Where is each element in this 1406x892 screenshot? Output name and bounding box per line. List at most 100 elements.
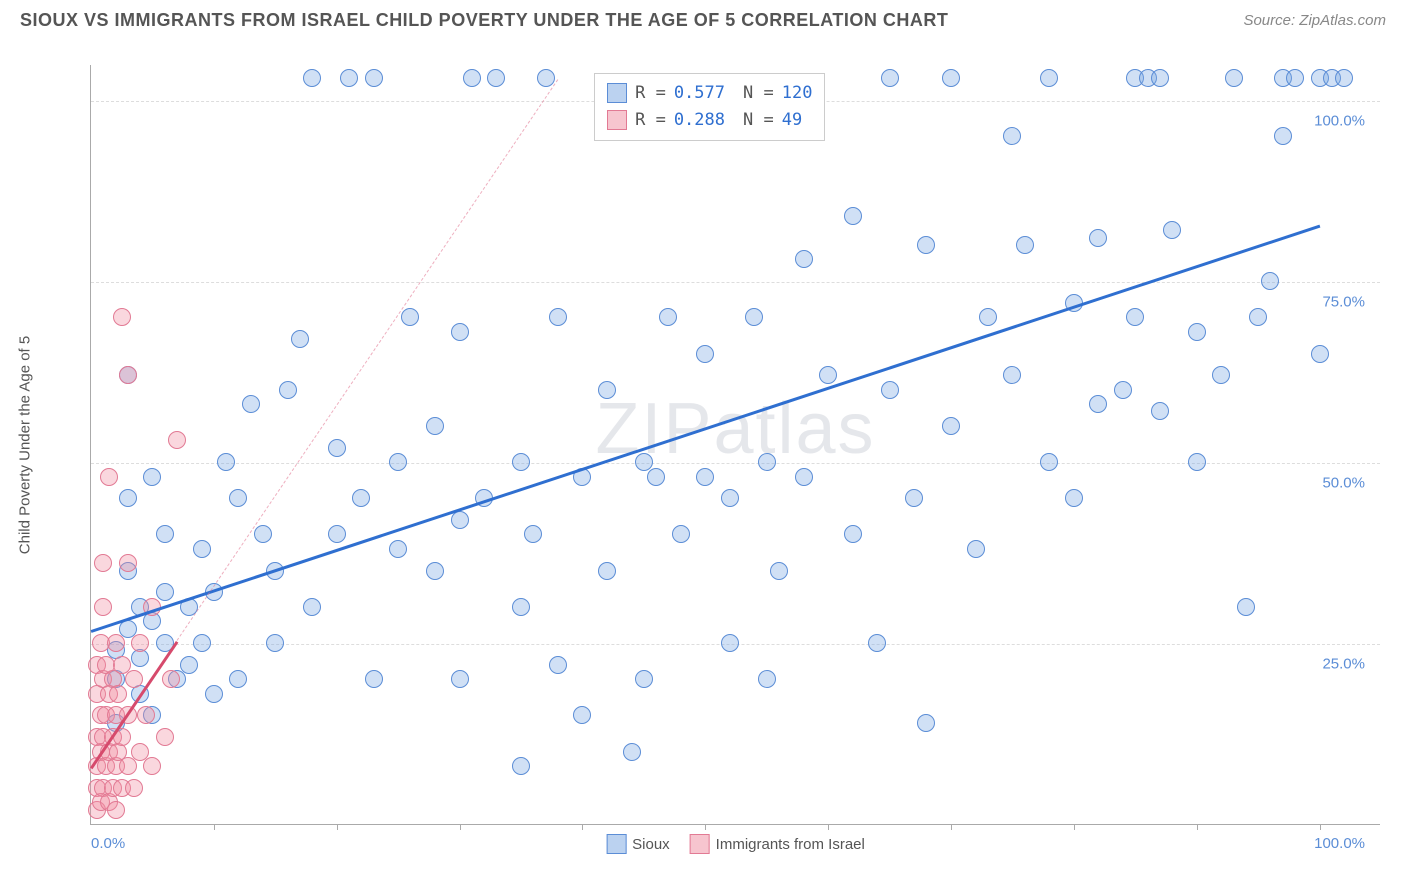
scatter-point [229,489,247,507]
scatter-point [131,634,149,652]
x-tick-mark [951,824,952,830]
scatter-point [1188,323,1206,341]
scatter-point [795,250,813,268]
x-tick-mark [828,824,829,830]
y-axis-label: Child Poverty Under the Age of 5 [17,336,34,554]
scatter-point [463,69,481,87]
x-tick-label-min: 0.0% [91,835,125,852]
scatter-point [451,511,469,529]
scatter-point [1188,453,1206,471]
scatter-point [451,670,469,688]
scatter-point [303,598,321,616]
series-swatch [607,83,627,103]
scatter-point [745,308,763,326]
scatter-point [1225,69,1243,87]
scatter-point [156,583,174,601]
scatter-point [512,757,530,775]
scatter-point [1089,229,1107,247]
scatter-point [303,69,321,87]
scatter-point [647,468,665,486]
scatter-point [917,714,935,732]
stat-n-label: N = [743,80,774,107]
legend-item: Sioux [606,834,670,854]
scatter-point [426,562,444,580]
scatter-point [143,757,161,775]
scatter-point [1151,402,1169,420]
scatter-point [94,554,112,572]
scatter-point [1114,381,1132,399]
scatter-point [291,330,309,348]
stats-row: R =0.577N =120 [607,80,812,107]
scatter-point [119,366,137,384]
scatter-point [537,69,555,87]
chart-container: Child Poverty Under the Age of 5 ZIPatla… [60,50,1390,840]
scatter-point [598,381,616,399]
scatter-point [819,366,837,384]
y-tick-label: 50.0% [1322,475,1365,492]
legend: SiouxImmigrants from Israel [606,834,865,854]
scatter-point [598,562,616,580]
scatter-point [795,468,813,486]
scatter-point [1163,221,1181,239]
scatter-point [696,468,714,486]
scatter-point [125,779,143,797]
scatter-point [328,439,346,457]
scatter-point [721,489,739,507]
scatter-point [696,345,714,363]
y-tick-label: 75.0% [1322,294,1365,311]
scatter-point [254,525,272,543]
scatter-point [1212,366,1230,384]
scatter-point [623,743,641,761]
scatter-point [162,670,180,688]
stat-r-value: 0.577 [674,80,725,107]
gridline-horizontal [91,463,1380,464]
x-tick-mark [1074,824,1075,830]
scatter-point [401,308,419,326]
y-tick-label: 25.0% [1322,656,1365,673]
scatter-point [672,525,690,543]
scatter-point [905,489,923,507]
scatter-point [549,656,567,674]
stats-row: R =0.288N = 49 [607,107,812,134]
scatter-point [193,634,211,652]
stat-n-label: N = [743,107,774,134]
scatter-point [979,308,997,326]
trend-line-dashed [177,80,559,642]
plot-area: ZIPatlas 25.0%50.0%75.0%100.0%0.0%100.0%… [90,65,1380,825]
scatter-point [758,670,776,688]
scatter-point [512,453,530,471]
stat-r-label: R = [635,80,666,107]
scatter-point [1286,69,1304,87]
scatter-point [1040,69,1058,87]
scatter-point [1065,489,1083,507]
scatter-point [156,525,174,543]
scatter-point [512,598,530,616]
scatter-point [365,670,383,688]
scatter-point [205,685,223,703]
scatter-point [635,670,653,688]
scatter-point [107,634,125,652]
scatter-point [426,417,444,435]
x-tick-mark [705,824,706,830]
scatter-point [942,417,960,435]
legend-label: Sioux [632,836,670,853]
scatter-point [113,308,131,326]
scatter-point [868,634,886,652]
x-tick-mark [214,824,215,830]
legend-swatch [606,834,626,854]
scatter-point [758,453,776,471]
scatter-point [109,685,127,703]
scatter-point [389,540,407,558]
stats-box: R =0.577N =120R =0.288N = 49 [594,73,825,141]
scatter-point [100,468,118,486]
scatter-point [1249,308,1267,326]
scatter-point [328,525,346,543]
scatter-point [1089,395,1107,413]
scatter-point [487,69,505,87]
scatter-point [881,381,899,399]
scatter-point [119,489,137,507]
scatter-point [365,69,383,87]
trend-line [91,224,1320,632]
scatter-point [279,381,297,399]
source-attribution: Source: ZipAtlas.com [1243,12,1386,29]
